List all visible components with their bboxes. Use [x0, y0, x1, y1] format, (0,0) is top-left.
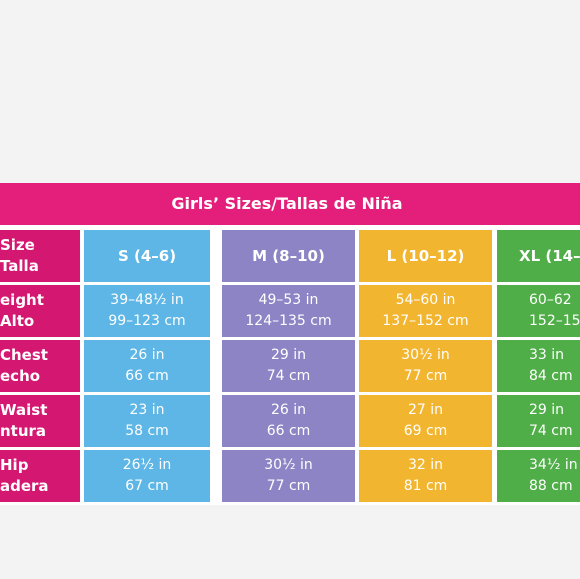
size-value-l-0: 54–60 in 137–152 cm [359, 285, 492, 337]
value-cm: 124–135 cm [245, 313, 332, 329]
size-value-s-2: 23 in 58 cm [84, 395, 210, 447]
talla-label: Talla [0, 257, 39, 275]
value-cm: 74 cm [529, 423, 573, 439]
size-chart: Girls’ Sizes/Tallas de Niña Size Talla S (… [0, 183, 580, 505]
value-inches: 34½ in [529, 457, 578, 473]
value-inches: 54–60 in [395, 292, 456, 308]
value-cm: 81 cm [403, 478, 448, 494]
size-value-l-1: 30½ in 77 cm [359, 340, 492, 392]
value-cm: 66 cm [125, 368, 169, 384]
size-value-xl-3: 34½ in 88 cm [497, 450, 580, 502]
size-value-s-1: 26 in 66 cm [84, 340, 210, 392]
row-label-1: Chest echo [0, 340, 80, 392]
value-inches: 26 in [270, 402, 307, 418]
value-inches: 23 in [129, 402, 165, 418]
value-cm: 77 cm [266, 478, 311, 494]
value-cm: 66 cm [266, 423, 311, 439]
value-cm: 88 cm [529, 478, 573, 494]
value-inches: 33 in [529, 347, 565, 363]
row-label-en: Waist [0, 401, 48, 419]
size-value-m-1: 29 in 74 cm [222, 340, 355, 392]
column-header-l: L (10–12) [359, 230, 492, 282]
value-cm: 99–123 cm [108, 313, 186, 329]
value-inches: 26 in [129, 347, 165, 363]
value-inches: 26½ in [122, 457, 172, 473]
size-value-l-3: 32 in 81 cm [359, 450, 492, 502]
size-value-s-3: 26½ in 67 cm [84, 450, 210, 502]
value-cm: 69 cm [403, 423, 448, 439]
size-value-xl-0: 60–62 152–157 [497, 285, 580, 337]
chart-title: Girls’ Sizes/Tallas de Niña [0, 183, 580, 225]
size-value-l-2: 27 in 69 cm [359, 395, 492, 447]
value-cm: 84 cm [529, 368, 573, 384]
size-value-m-0: 49–53 in 124–135 cm [222, 285, 355, 337]
row-label-es: ntura [0, 422, 47, 440]
size-label: Size [0, 236, 35, 254]
row-label-es: adera [0, 477, 49, 495]
value-cm: 77 cm [403, 368, 448, 384]
value-inches: 32 in [407, 457, 444, 473]
row-label-en: Chest [0, 346, 48, 364]
value-cm: 152–157 [529, 313, 580, 329]
value-cm: 67 cm [125, 478, 169, 494]
size-value-xl-1: 33 in 84 cm [497, 340, 580, 392]
size-value-xl-2: 29 in 74 cm [497, 395, 580, 447]
value-cm: 137–152 cm [382, 313, 469, 329]
column-header-s: S (4–6) [84, 230, 210, 282]
row-label-en: eight [0, 291, 44, 309]
value-inches: 49–53 in [258, 292, 319, 308]
value-inches: 29 in [270, 347, 307, 363]
value-inches: 27 in [407, 402, 444, 418]
size-value-m-3: 30½ in 77 cm [222, 450, 355, 502]
row-label-es: Alto [0, 312, 35, 330]
size-value-m-2: 26 in 66 cm [222, 395, 355, 447]
value-inches: 30½ in [264, 457, 313, 473]
value-cm: 58 cm [125, 423, 169, 439]
row-label-es: echo [0, 367, 41, 385]
value-inches: 29 in [529, 402, 565, 418]
value-inches: 39–48½ in [110, 292, 184, 308]
row-label-2: Waist ntura [0, 395, 80, 447]
column-header-xl: XL (14– [497, 230, 580, 282]
row-label-0: eight Alto [0, 285, 80, 337]
row-label-en: Hip [0, 456, 29, 474]
row-label-3: Hip adera [0, 450, 80, 502]
size-value-s-0: 39–48½ in 99–123 cm [84, 285, 210, 337]
value-inches: 60–62 [529, 292, 572, 308]
size-label-cell: Size Talla [0, 230, 80, 282]
value-cm: 74 cm [266, 368, 311, 384]
column-header-m: M (8–10) [222, 230, 355, 282]
value-inches: 30½ in [401, 347, 450, 363]
